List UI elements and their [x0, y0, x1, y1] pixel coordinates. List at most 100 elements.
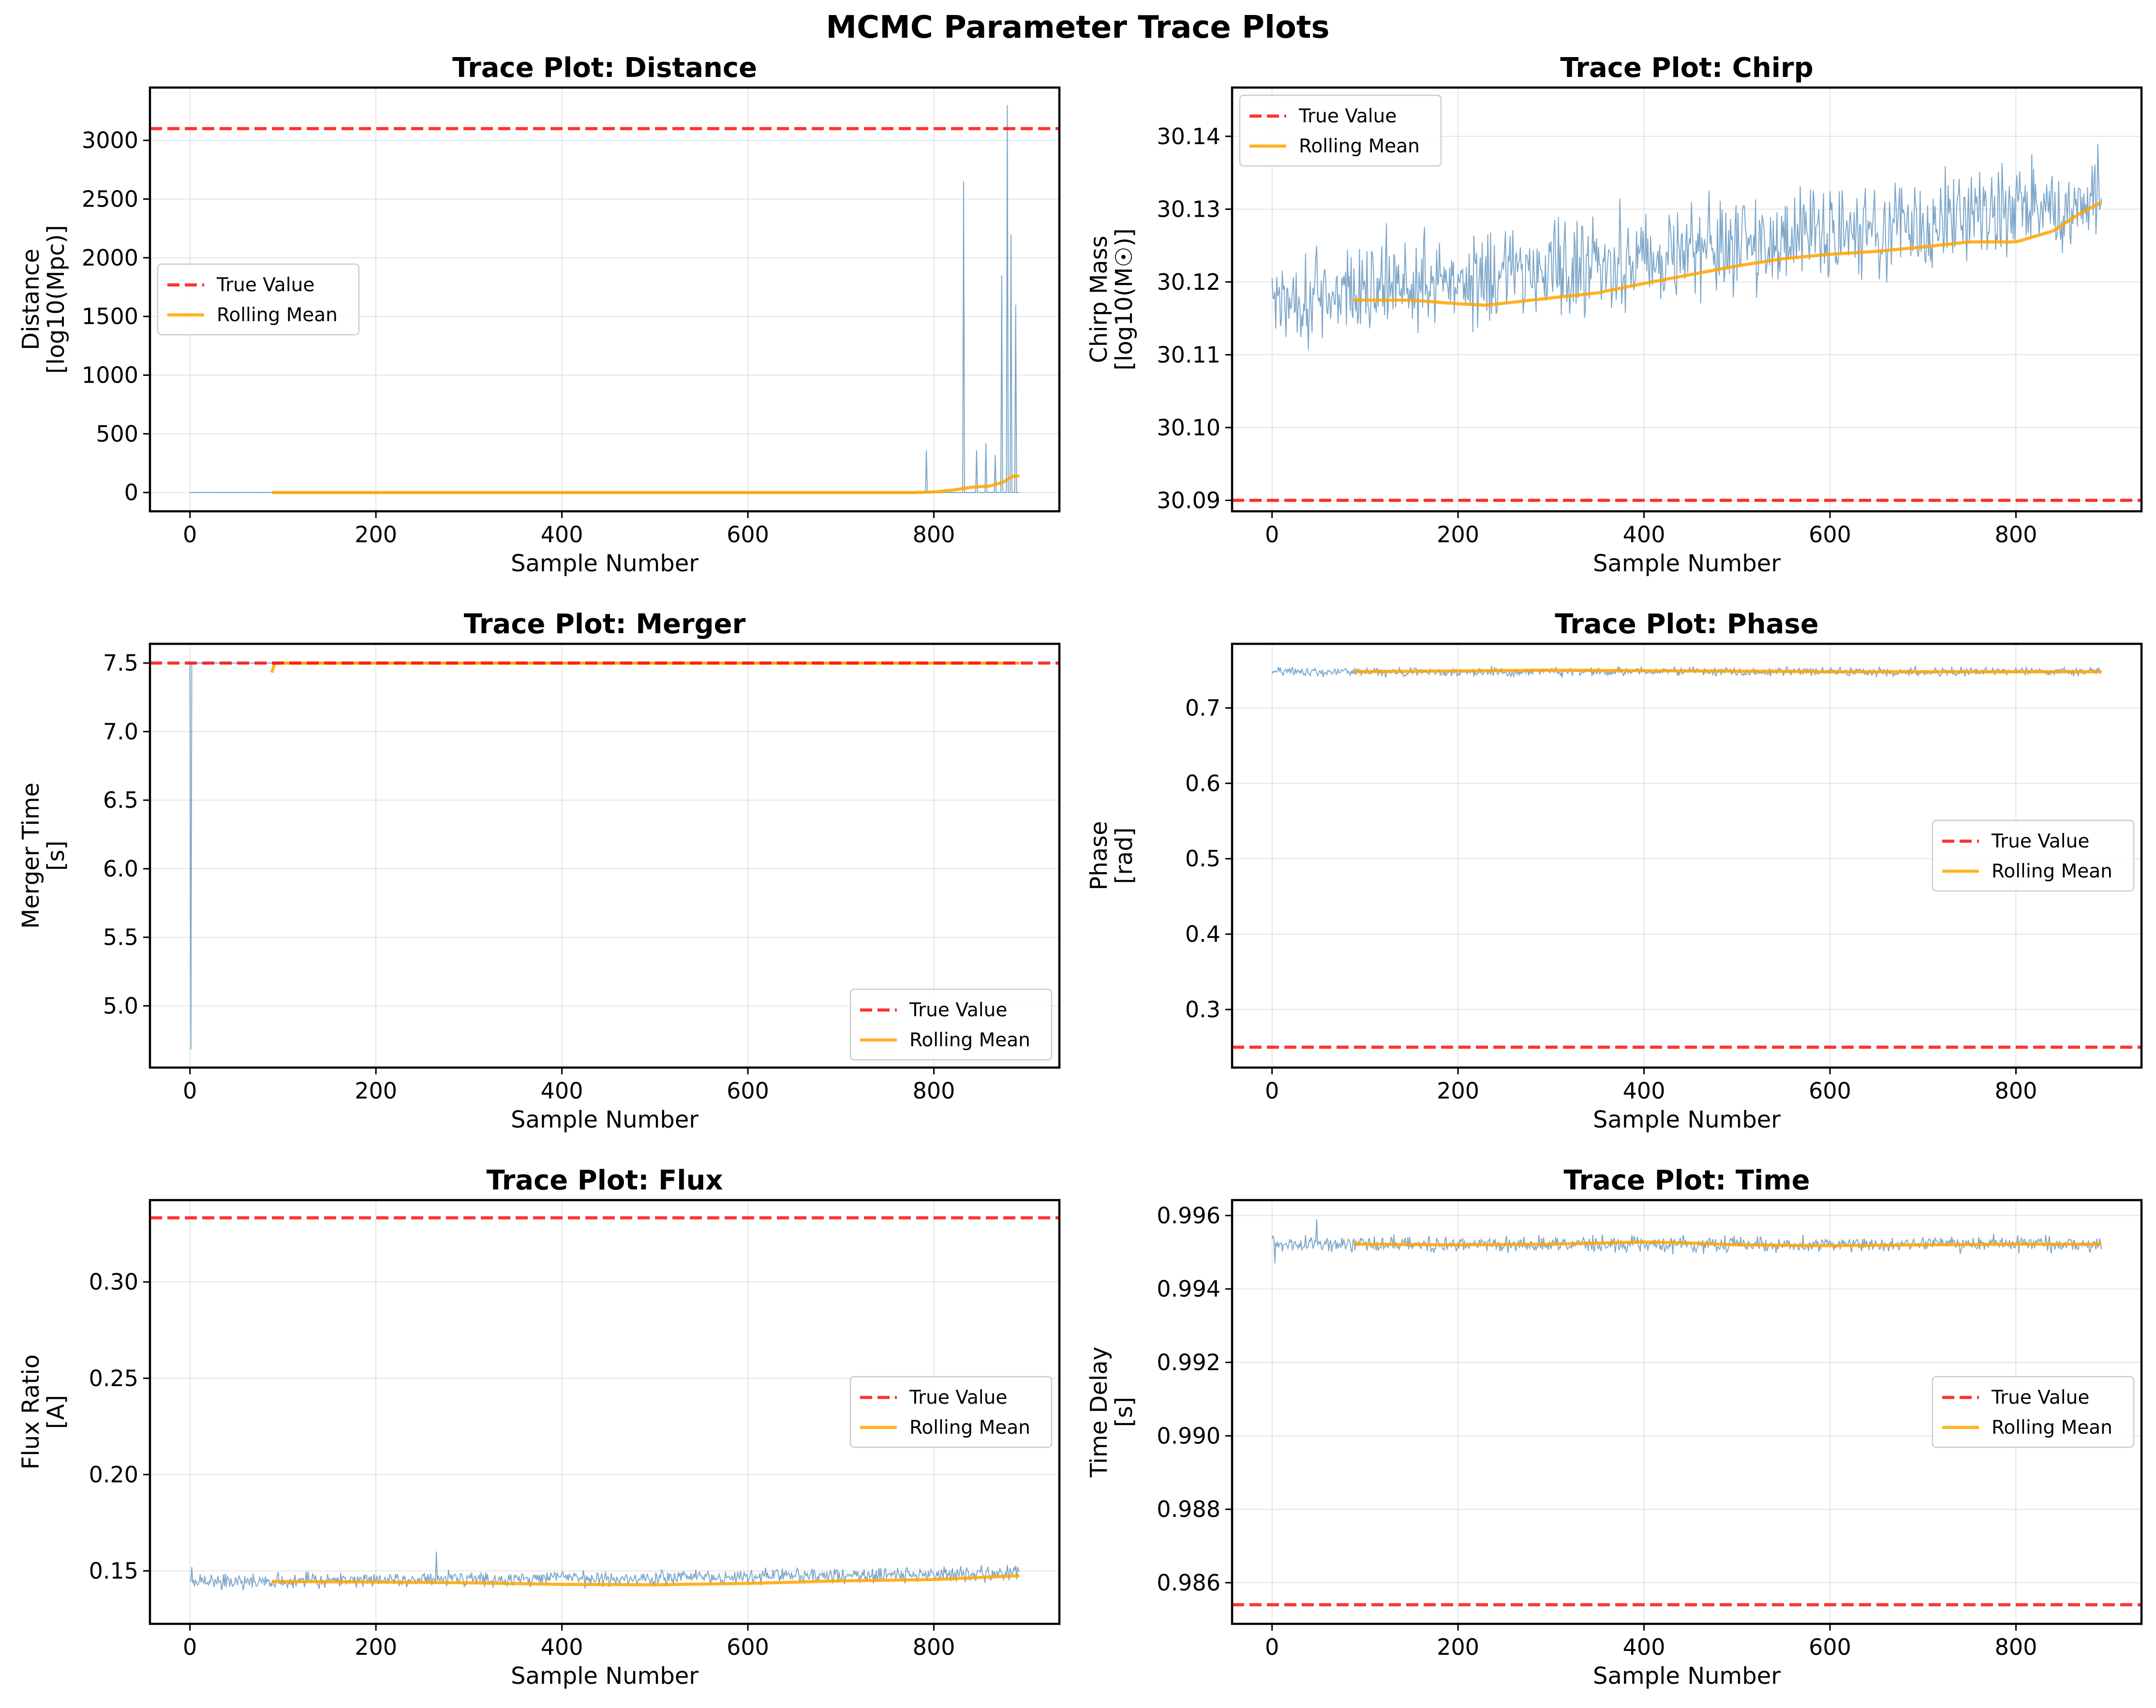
x-axis-label: Sample Number	[1593, 1663, 1781, 1690]
y-tick-label: 0.996	[1157, 1203, 1220, 1229]
legend: True Value Rolling Mean	[1932, 819, 2135, 892]
y-axis-label: Time Delay[s]	[1085, 1347, 1138, 1478]
trace-series	[190, 1551, 1020, 1591]
chart-panel: 0 200 400 600 800 0.15 0.20 0.25 0.30 Trace Plot:…	[17, 1165, 1061, 1690]
chart-panel: 0 200 400 600 800 0.986 0.988 0.990 0.992 0.994 0.…	[1085, 1165, 2143, 1690]
x-tick-label: 600	[727, 521, 769, 548]
legend-label: True Value	[909, 999, 1007, 1021]
y-tick-label: 0	[124, 479, 138, 505]
legend-label: True Value	[1991, 831, 2089, 852]
y-tick-label: 5.5	[103, 924, 138, 951]
x-tick-label: 200	[1437, 521, 1479, 548]
x-axis-label: Sample Number	[511, 1106, 699, 1133]
y-axis-label: Distance[log10(Mpc)]	[17, 225, 70, 373]
legend: True Value Rolling Mean	[1932, 1376, 2135, 1448]
y-tick-label: 3000	[82, 127, 138, 153]
legend: True Value Rolling Mean	[849, 988, 1053, 1061]
axes-frame	[1231, 642, 2143, 1069]
y-tick-label: 0.990	[1157, 1423, 1220, 1449]
x-tick-label: 600	[727, 1078, 769, 1104]
y-tick-label: 7.0	[103, 718, 138, 744]
x-axis-label: Sample Number	[511, 550, 699, 577]
legend-label: True Value	[1298, 105, 1397, 127]
y-axis-label: Phase[rad]	[1085, 821, 1138, 890]
y-tick-label: 1500	[82, 303, 138, 329]
y-axis-label: Merger Time[s]	[17, 783, 70, 929]
x-tick-label: 600	[1809, 521, 1851, 548]
rolling-mean-series	[271, 474, 1020, 494]
legend-label: Rolling Mean	[1299, 135, 1420, 157]
chart-panel: 0 200 400 600 800 5.0 5.5 6.0 6.5 7.0 7.5 Trace Plo…	[17, 609, 1061, 1133]
x-tick-label: 600	[727, 1634, 769, 1660]
axes-frame	[149, 1199, 1061, 1625]
x-tick-label: 800	[1995, 1078, 2037, 1104]
rolling-mean-series	[1353, 1240, 2102, 1248]
legend-label: True Value	[1991, 1387, 2089, 1409]
axes-frame	[1231, 86, 2143, 513]
y-tick-label: 30.14	[1157, 123, 1220, 149]
y-tick-label: 6.0	[103, 856, 138, 882]
legend: True Value Rolling Mean	[157, 263, 360, 336]
y-tick-label: 2000	[82, 245, 138, 271]
y-tick-label: 6.5	[103, 787, 138, 813]
x-tick-label: 200	[1437, 1078, 1479, 1104]
chart-panel: 0 200 400 600 800 30.09 30.10 30.11 30.12 30.13 30…	[1085, 52, 2143, 577]
x-tick-label: 400	[1623, 521, 1665, 548]
y-tick-label: 2500	[82, 186, 138, 212]
y-tick-label: 0.992	[1157, 1350, 1220, 1376]
y-axis-label: Flux Ratio[A]	[17, 1354, 70, 1470]
x-tick-label: 200	[355, 1634, 397, 1660]
x-tick-label: 600	[1809, 1078, 1851, 1104]
x-tick-label: 0	[183, 1634, 197, 1660]
x-tick-label: 800	[913, 1078, 955, 1104]
x-tick-label: 400	[541, 1078, 583, 1104]
y-tick-label: 0.3	[1185, 996, 1220, 1023]
legend-label: Rolling Mean	[1992, 1417, 2112, 1439]
x-tick-label: 0	[1265, 521, 1279, 548]
y-tick-label: 0.7	[1185, 695, 1220, 721]
x-tick-label: 800	[913, 1634, 955, 1660]
y-tick-label: 30.11	[1157, 342, 1220, 368]
x-tick-label: 400	[541, 521, 583, 548]
panel-title: Trace Plot: Phase	[1555, 609, 1819, 640]
chart-panel: 0 200 400 600 800 0.3 0.4 0.5 0.6 0.7 Trace Plot: …	[1085, 609, 2143, 1133]
y-tick-label: 30.13	[1157, 196, 1220, 222]
y-tick-label: 30.12	[1157, 269, 1220, 295]
legend-label: Rolling Mean	[909, 1417, 1030, 1439]
x-tick-label: 400	[541, 1634, 583, 1660]
x-tick-label: 200	[355, 521, 397, 548]
x-tick-label: 200	[355, 1078, 397, 1104]
x-tick-label: 600	[1809, 1634, 1851, 1660]
y-tick-label: 0.6	[1185, 770, 1220, 796]
legend-label: True Value	[216, 274, 314, 296]
legend-label: Rolling Mean	[217, 304, 338, 326]
y-tick-label: 0.5	[1185, 846, 1220, 872]
x-tick-label: 200	[1437, 1634, 1479, 1660]
x-tick-label: 400	[1623, 1634, 1665, 1660]
y-tick-label: 0.986	[1157, 1570, 1220, 1596]
y-tick-label: 0.25	[89, 1365, 138, 1391]
axes-frame	[1231, 1199, 2143, 1625]
x-tick-label: 800	[1995, 1634, 2037, 1660]
y-tick-label: 0.988	[1157, 1496, 1220, 1522]
y-tick-label: 7.5	[103, 650, 138, 676]
panel-title: Trace Plot: Flux	[487, 1165, 723, 1196]
x-axis-label: Sample Number	[511, 1663, 699, 1690]
rolling-mean-series	[1353, 668, 2102, 673]
x-tick-label: 0	[1265, 1078, 1279, 1104]
panel-title: Trace Plot: Merger	[464, 609, 746, 640]
axes-frame	[149, 642, 1061, 1069]
x-tick-label: 800	[1995, 521, 2037, 548]
y-tick-label: 1000	[82, 362, 138, 388]
legend: True Value Rolling Mean	[849, 1376, 1053, 1448]
x-tick-label: 0	[1265, 1634, 1279, 1660]
y-tick-label: 30.10	[1157, 415, 1220, 441]
y-tick-label: 0.30	[89, 1269, 138, 1295]
y-tick-label: 0.20	[89, 1461, 138, 1487]
y-tick-label: 0.4	[1185, 921, 1220, 947]
y-axis-label: Chirp Mass[log10(M☉)]	[1085, 228, 1138, 371]
x-tick-label: 400	[1623, 1078, 1665, 1104]
y-tick-label: 0.994	[1157, 1276, 1220, 1302]
x-tick-label: 800	[913, 521, 955, 548]
